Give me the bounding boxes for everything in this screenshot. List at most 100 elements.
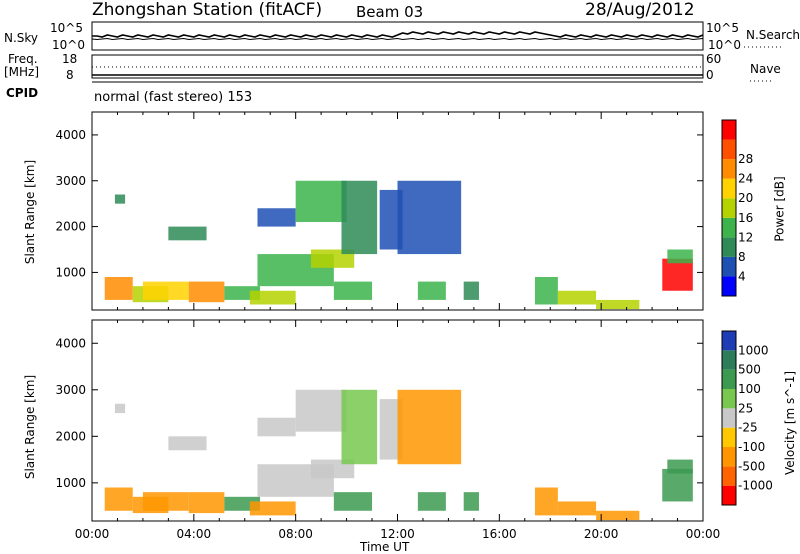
velocity-colorbar-swatch [722, 389, 736, 409]
velocity-colorbar-tick: 1000 [738, 343, 769, 357]
power-colorbar-swatch [722, 178, 736, 199]
power-colorbar-tick: 16 [738, 211, 753, 225]
data-region [333, 492, 373, 511]
y-tick-label: 3000 [55, 174, 86, 188]
data-region [188, 492, 225, 514]
data-region [667, 249, 693, 264]
velocity-colorbar-swatch [722, 485, 736, 505]
power-colorbar-tick: 12 [738, 230, 753, 244]
velocity-colorbar-tick: 25 [738, 401, 753, 415]
data-region [114, 403, 126, 414]
power-colorbar-tick: 28 [738, 152, 753, 166]
noise-right-tick-top: 10^5 [706, 21, 739, 35]
power-colorbar-tick: 20 [738, 191, 753, 205]
data-region [596, 299, 640, 310]
freq-left-tick-top: 18 [62, 52, 78, 66]
data-region [341, 389, 378, 465]
data-region [379, 399, 403, 460]
velocity-colorbar-tick: -500 [738, 459, 765, 473]
velocity-colorbar-swatch [722, 427, 736, 447]
power-colorbar-swatch [722, 276, 736, 296]
power-colorbar-swatch [722, 256, 736, 277]
data-region [463, 492, 479, 511]
data-region [557, 290, 597, 305]
velocity-colorbar-tick: 100 [738, 382, 761, 396]
noise-left-tick-bottom: 10^0 [52, 38, 85, 52]
y-tick-label: 4000 [55, 128, 86, 142]
data-region [397, 180, 462, 255]
velocity-colorbar-swatch [722, 369, 736, 389]
noise-search-label: N.Search [746, 28, 800, 42]
data-region [333, 281, 373, 300]
power-colorbar-frame [721, 119, 737, 297]
data-region [557, 501, 597, 516]
data-region [596, 510, 640, 521]
power-colorbar-swatch [722, 159, 736, 179]
freq-left-tick-bottom: 8 [66, 68, 74, 82]
freq-unit-label: [MHz] [4, 65, 40, 79]
data-region [249, 290, 296, 305]
data-region [104, 487, 133, 511]
data-region [667, 459, 693, 474]
data-region [534, 277, 558, 305]
velocity-colorbar-swatch [722, 350, 736, 370]
power-colorbar-tick: 24 [738, 172, 753, 186]
power-colorbar-swatch [722, 139, 736, 160]
data-region [249, 501, 296, 516]
station-title: Zhongshan Station (fitACF) [92, 0, 323, 20]
data-region [310, 459, 355, 479]
velocity-colorbar-tick: -100 [738, 440, 765, 454]
x-tick-label: 20:00 [584, 527, 619, 541]
noise-right-tick-bottom: 10^0 [708, 38, 741, 52]
velocity-colorbar-tick: -1000 [738, 479, 773, 493]
noise-left-tick-top: 10^5 [50, 21, 83, 35]
data-region [114, 194, 126, 204]
data-region [417, 281, 446, 300]
noise-sky-trace [92, 31, 704, 38]
noise-panel-frame [91, 21, 704, 51]
data-region [379, 189, 403, 250]
freq-label: Freq. [8, 52, 38, 66]
x-tick-label: 00:00 [686, 527, 721, 541]
y-tick-label: 1000 [55, 265, 86, 279]
data-region [142, 492, 189, 511]
data-region [257, 208, 296, 227]
y-tick-label: 1000 [55, 476, 86, 490]
velocity-colorbar-tick: 500 [738, 363, 761, 377]
x-tick-label: 04:00 [177, 527, 212, 541]
power-colorbar-tick: 8 [738, 250, 746, 264]
data-region [397, 389, 462, 465]
y-tick-label: 2000 [55, 429, 86, 443]
velocity-colorbar-swatch [722, 447, 736, 467]
time-axis-label: Time UT [360, 540, 410, 554]
x-tick-label: 12:00 [380, 527, 415, 541]
freq-right-tick-bottom: 0 [706, 68, 714, 82]
y-tick-label: 3000 [55, 383, 86, 397]
data-region [257, 417, 296, 437]
data-region [104, 277, 133, 300]
freq-right-tick-top: 60 [706, 52, 722, 66]
x-tick-label: 00:00 [75, 527, 110, 541]
data-region [341, 180, 378, 255]
beam-label: Beam 03 [356, 3, 424, 21]
velocity-colorbar-swatch [722, 408, 736, 428]
y-tick-label: 2000 [55, 220, 86, 234]
data-region [188, 281, 225, 303]
data-region [534, 487, 558, 516]
data-region [662, 468, 693, 502]
data-region [662, 258, 693, 291]
velocity-colorbar-swatch [722, 466, 736, 486]
data-region [168, 436, 207, 451]
cpid-label: CPID [6, 86, 39, 100]
velocity-colorbar-tick: -25 [738, 421, 758, 435]
nave-label: Nave [750, 62, 781, 76]
data-region [417, 492, 446, 511]
velocity-colorbar-swatch [722, 331, 736, 351]
noise-sky-label: N.Sky [4, 31, 39, 45]
power-colorbar-swatch [722, 198, 736, 218]
velocity-colorbar-frame [721, 330, 737, 506]
data-region [142, 281, 189, 300]
y-tick-label: 4000 [55, 336, 86, 350]
x-tick-label: 08:00 [278, 527, 313, 541]
data-region [295, 180, 347, 222]
